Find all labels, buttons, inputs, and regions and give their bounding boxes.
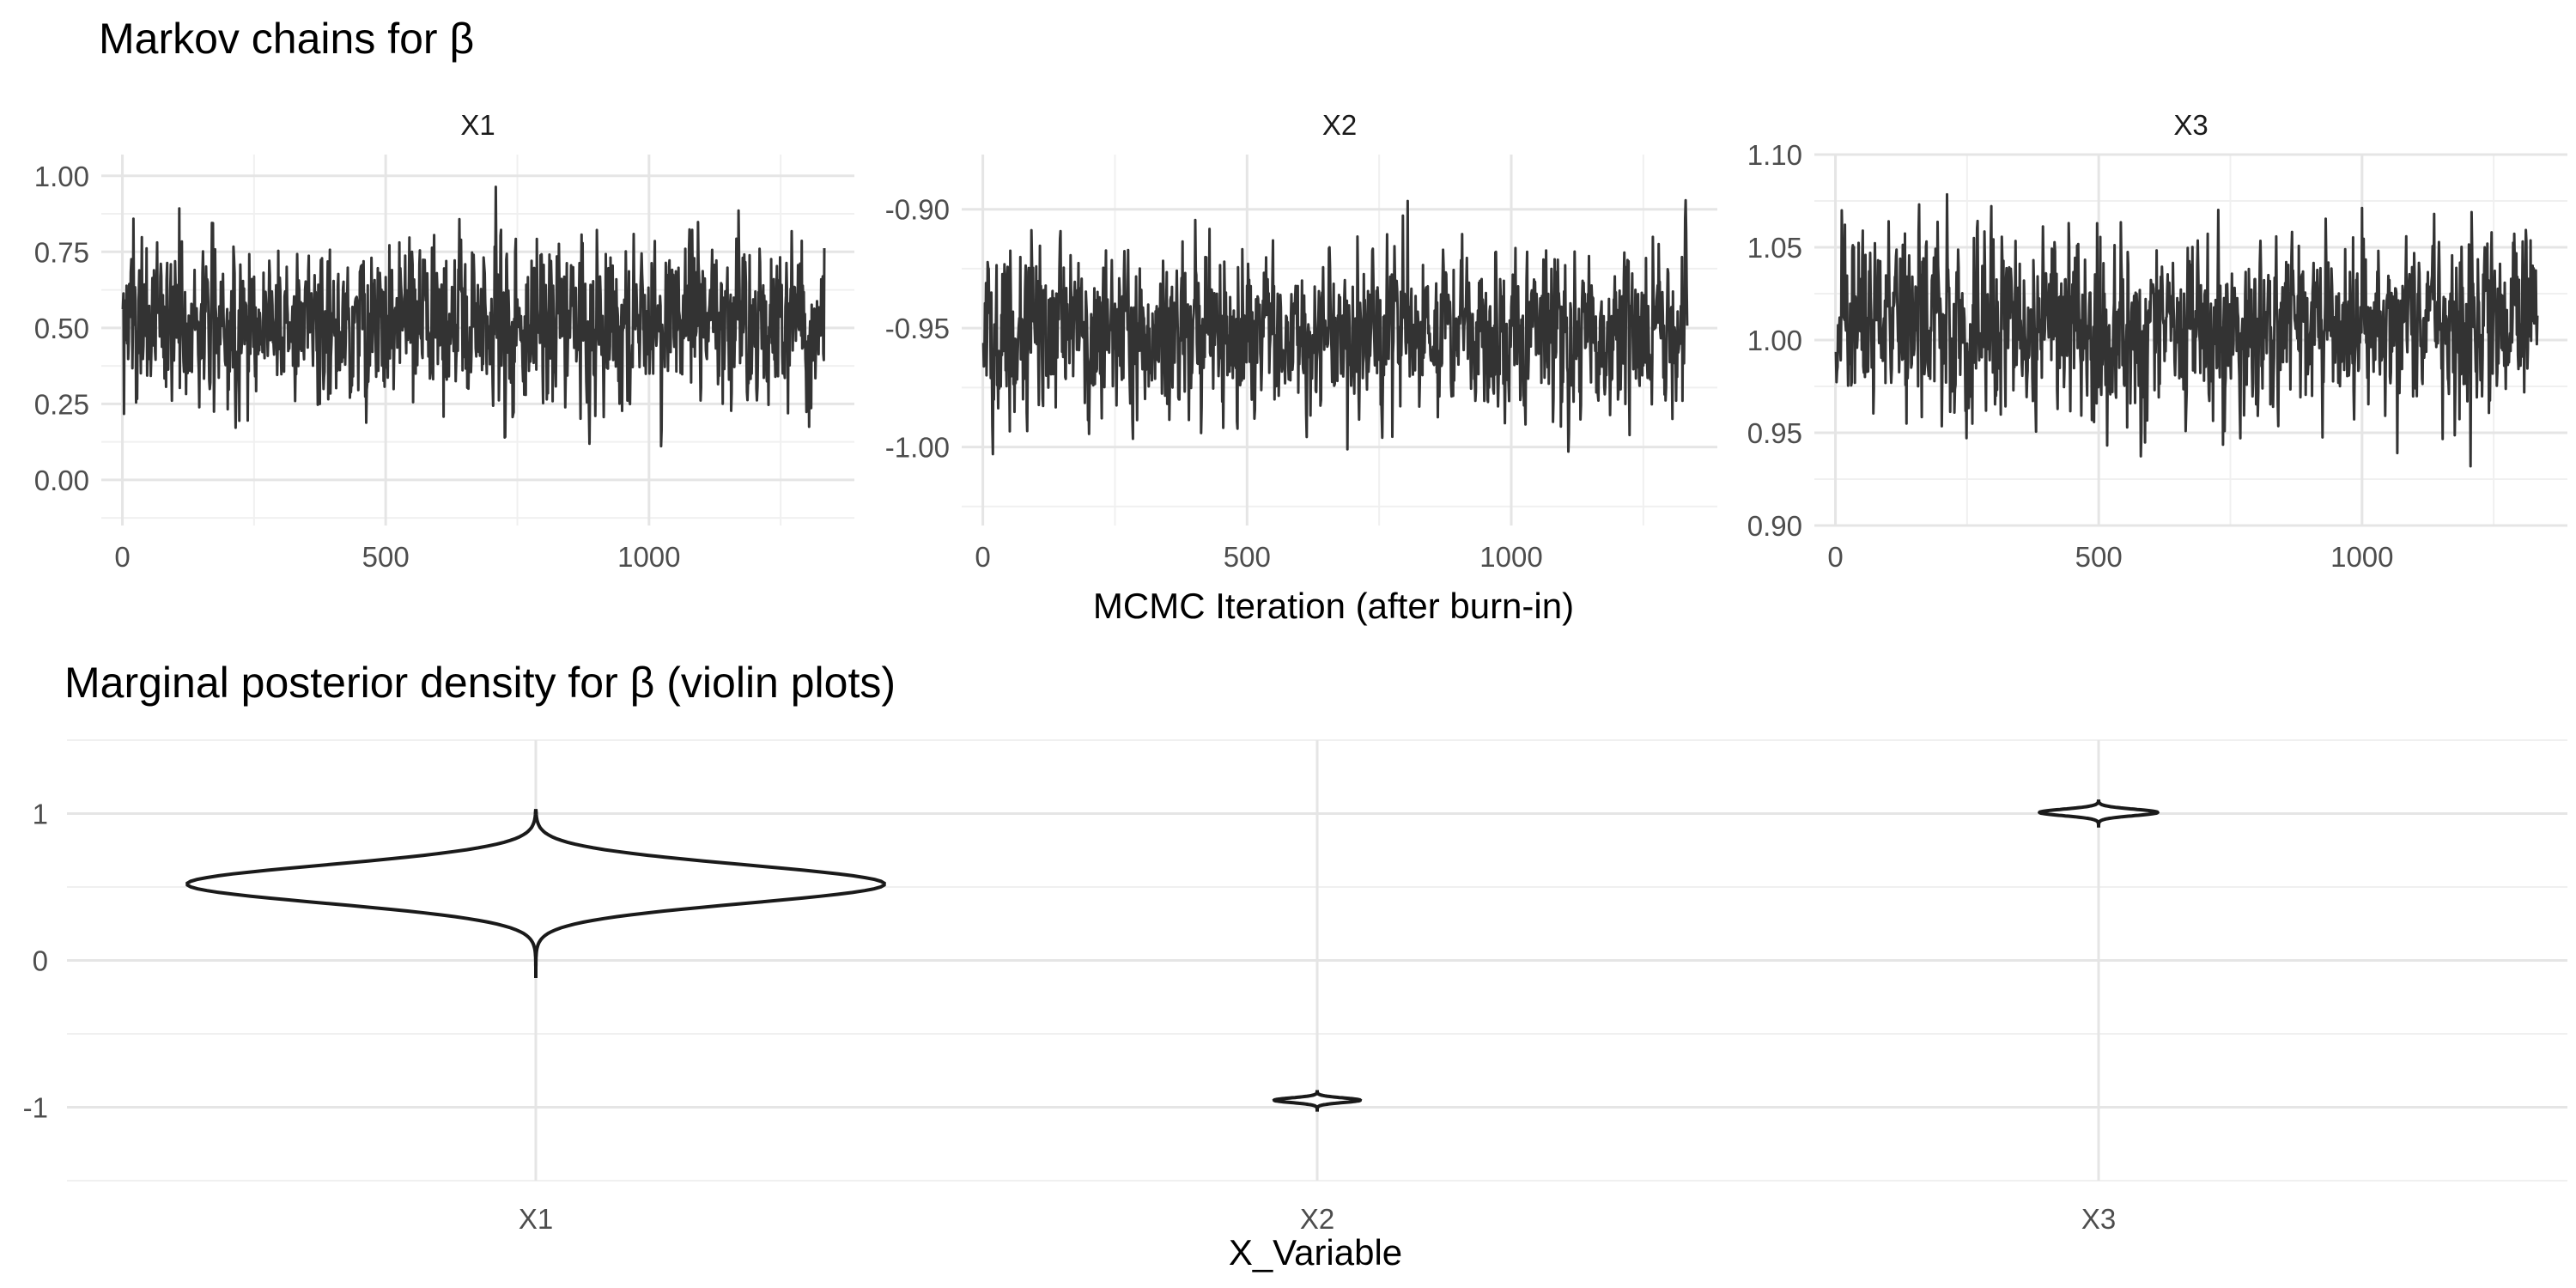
strip-label-x3: X3 bbox=[2173, 109, 2208, 141]
violin-x3 bbox=[2037, 799, 2160, 828]
y-tick-label: 0.50 bbox=[34, 313, 89, 344]
y-tick-label: 1 bbox=[33, 799, 48, 830]
y-tick-label: -1.00 bbox=[885, 432, 950, 464]
x-tick-label: 1000 bbox=[2330, 541, 2393, 573]
violin-title: Marginal posterior density for β (violin… bbox=[64, 659, 896, 707]
x-tick-label: X2 bbox=[1300, 1203, 1334, 1235]
strip-label-x1: X1 bbox=[460, 109, 495, 141]
trace-panel-x3: 0 500 1000 0.90 0.95 1.00 1.05 1.10 X3 bbox=[1747, 109, 2567, 573]
strip-label-x2: X2 bbox=[1322, 109, 1357, 141]
y-tick-label: 1.10 bbox=[1747, 139, 1802, 171]
y-tick-label: 0.25 bbox=[34, 388, 89, 420]
y-tick-label: 0.75 bbox=[34, 236, 89, 268]
trace-panel-x2: 0 500 1000 -1.00 -0.95 -0.90 X2 bbox=[885, 109, 1717, 573]
x-tick-label: 1000 bbox=[1479, 541, 1542, 573]
x-tick-label: 0 bbox=[114, 541, 130, 573]
y-tick-label: 0.90 bbox=[1747, 510, 1802, 542]
y-tick-label: -1 bbox=[23, 1092, 48, 1124]
y-tick-label: -0.90 bbox=[885, 194, 950, 226]
violin-x2 bbox=[1272, 1090, 1363, 1112]
x-tick-label: 500 bbox=[362, 541, 410, 573]
x-tick-label: 0 bbox=[1827, 541, 1843, 573]
y-tick-label: 1.00 bbox=[1747, 325, 1802, 356]
trace-line-x3 bbox=[1834, 192, 2539, 468]
trace-panel-x1: 0 500 1000 0.00 0.25 0.50 0.75 1.00 X1 bbox=[34, 109, 854, 573]
y-tick-label: 0.00 bbox=[34, 465, 89, 496]
trace-panels: 0 500 1000 0.00 0.25 0.50 0.75 1.00 X1 0 500 1000 -1… bbox=[34, 109, 2567, 573]
trace-line-x1 bbox=[121, 185, 826, 448]
x-tick-label: X3 bbox=[2081, 1203, 2116, 1235]
trace-x-axis-title: MCMC Iteration (after burn-in) bbox=[1093, 586, 1574, 626]
y-tick-label: 1.00 bbox=[34, 161, 89, 192]
trace-line-x2 bbox=[981, 198, 1689, 456]
x-tick-label: 1000 bbox=[617, 541, 680, 573]
violin-x-axis-title: X_Variable bbox=[1229, 1232, 1402, 1273]
x-tick-label: 0 bbox=[975, 541, 990, 573]
violin-x1 bbox=[185, 809, 886, 978]
violin-panel: -1 0 1 X1 X2 X3 bbox=[23, 739, 2567, 1235]
y-tick-label: -0.95 bbox=[885, 313, 950, 344]
x-tick-label: 500 bbox=[2075, 541, 2123, 573]
y-tick-label: 0 bbox=[33, 945, 48, 977]
x-tick-label: 500 bbox=[1224, 541, 1271, 573]
y-tick-label: 0.95 bbox=[1747, 417, 1802, 449]
y-tick-label: 1.05 bbox=[1747, 232, 1802, 264]
x-tick-label: X1 bbox=[519, 1203, 553, 1235]
trace-title: Markov chains for β bbox=[99, 15, 474, 63]
